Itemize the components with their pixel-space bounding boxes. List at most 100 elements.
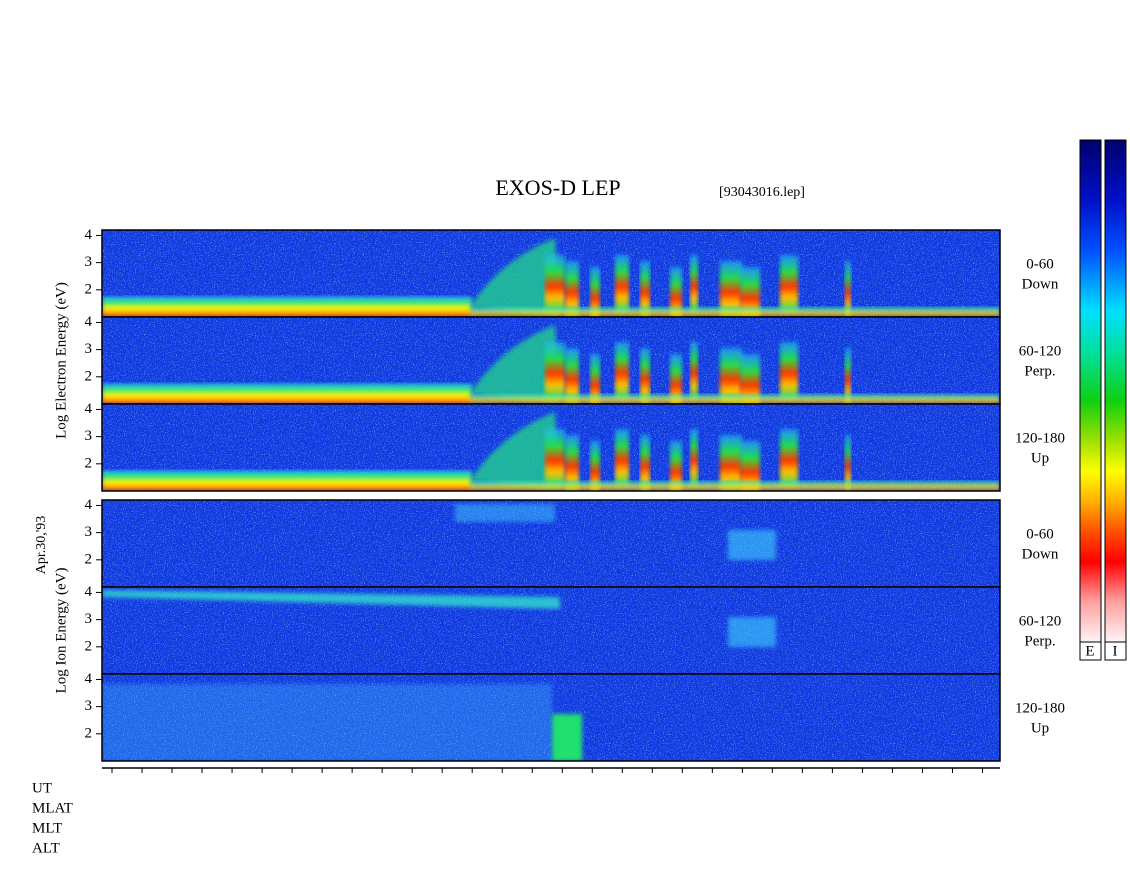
row-label: MLAT [32,800,73,816]
panel-angles: 0-60 [1026,526,1054,542]
electron-burst [565,348,579,404]
panel-angles: 120-180 [1015,700,1065,716]
panel-direction: Up [1031,450,1049,466]
ion-blob [455,504,555,522]
panel-frame [101,673,1001,762]
panel-direction: Down [1022,546,1059,562]
y-tick-label: 2 [85,638,93,654]
y-tick-label: 4 [85,401,93,417]
ion-streak [102,590,560,609]
colorbar [1079,139,1102,643]
electron-burst [640,435,650,491]
electron-burst [720,348,742,404]
y-tick-label: 4 [85,227,93,243]
y-tick-label: 3 [85,254,93,270]
ion-blob [728,530,776,560]
y-tick-label: 3 [85,524,93,540]
spectrogram [102,404,1000,491]
electron-burst [740,267,760,317]
title: EXOS-D LEP [495,175,620,200]
y-axis-label: Log Electron Energy (eV) [53,282,69,439]
electron-burst [780,255,798,312]
electron-burst [590,354,600,404]
y-tick-label: 3 [85,341,93,357]
electron-arc [470,325,560,404]
electron-burst [690,429,698,486]
electron-burst [690,342,698,399]
y-tick-label: 3 [85,698,93,714]
panel-angles: 0-60 [1026,256,1054,272]
colorbar-label: I [1113,643,1118,659]
panel-direction: Down [1022,276,1059,292]
panel-angles: 60-120 [1019,613,1062,629]
electron-arc [470,238,560,317]
row-label: ALT [32,840,60,856]
electron-burst [780,429,798,486]
electron-burst [565,261,579,317]
electron-burst [740,441,760,491]
y-tick-label: 2 [85,725,93,741]
spectrogram [102,317,1000,404]
electron-burst [565,435,579,491]
electron-band [102,471,472,491]
panel-angles: 60-120 [1019,343,1062,359]
panel-direction: Perp. [1024,633,1055,649]
y-tick-label: 2 [85,281,93,297]
y-tick-label: 4 [85,584,93,600]
y-tick-label: 2 [85,455,93,471]
electron-arc [470,412,560,491]
electron-burst [545,342,565,399]
electron-burst [670,441,682,491]
electron-band [102,297,472,317]
electron-burst [615,255,629,312]
electron-burst [590,267,600,317]
electron-burst [615,429,629,486]
electron-burst [640,261,650,317]
y-axis-label: Log Ion Energy (eV) [53,568,69,694]
y-tick-label: 2 [85,368,93,384]
electron-burst [545,255,565,312]
ion-burst [552,714,582,761]
y-tick-label: 3 [85,611,93,627]
row-label: MLT [32,820,62,836]
panel-direction: Up [1031,720,1049,736]
electron-burst [545,429,565,486]
electron-floor [470,394,1000,404]
electron-floor [470,307,1000,317]
ion-blob [728,617,776,647]
electron-band [102,384,472,404]
electron-burst [845,261,851,317]
colorbar [1104,139,1127,643]
file-name: [93043016.lep] [719,185,805,200]
ion-haze [102,684,552,761]
electron-burst [590,441,600,491]
electron-burst [640,348,650,404]
spectrogram [102,500,1000,587]
electron-burst [845,348,851,404]
panel-direction: Perp. [1024,363,1055,379]
y-tick-label: 3 [85,428,93,444]
panel-frame [101,403,1001,492]
colorbar-label-box [1104,641,1127,661]
colorbar-label: E [1085,643,1094,659]
electron-burst [670,267,682,317]
electron-burst [690,255,698,312]
spectrogram [102,230,1000,317]
y-tick-label: 4 [85,314,93,330]
panel-angles: 120-180 [1015,430,1065,446]
electron-burst [670,354,682,404]
date: Apr.30,'93 [34,516,49,575]
colorbar-label-box [1079,641,1102,661]
y-tick-label: 2 [85,551,93,567]
electron-burst [845,435,851,491]
electron-burst [720,261,742,317]
y-tick-label: 4 [85,671,93,687]
electron-burst [780,342,798,399]
spectrogram [102,587,1000,674]
spectrogram [102,674,1000,761]
y-tick-label: 4 [85,497,93,513]
electron-burst [740,354,760,404]
electron-floor [470,481,1000,491]
row-label: UT [32,780,52,796]
